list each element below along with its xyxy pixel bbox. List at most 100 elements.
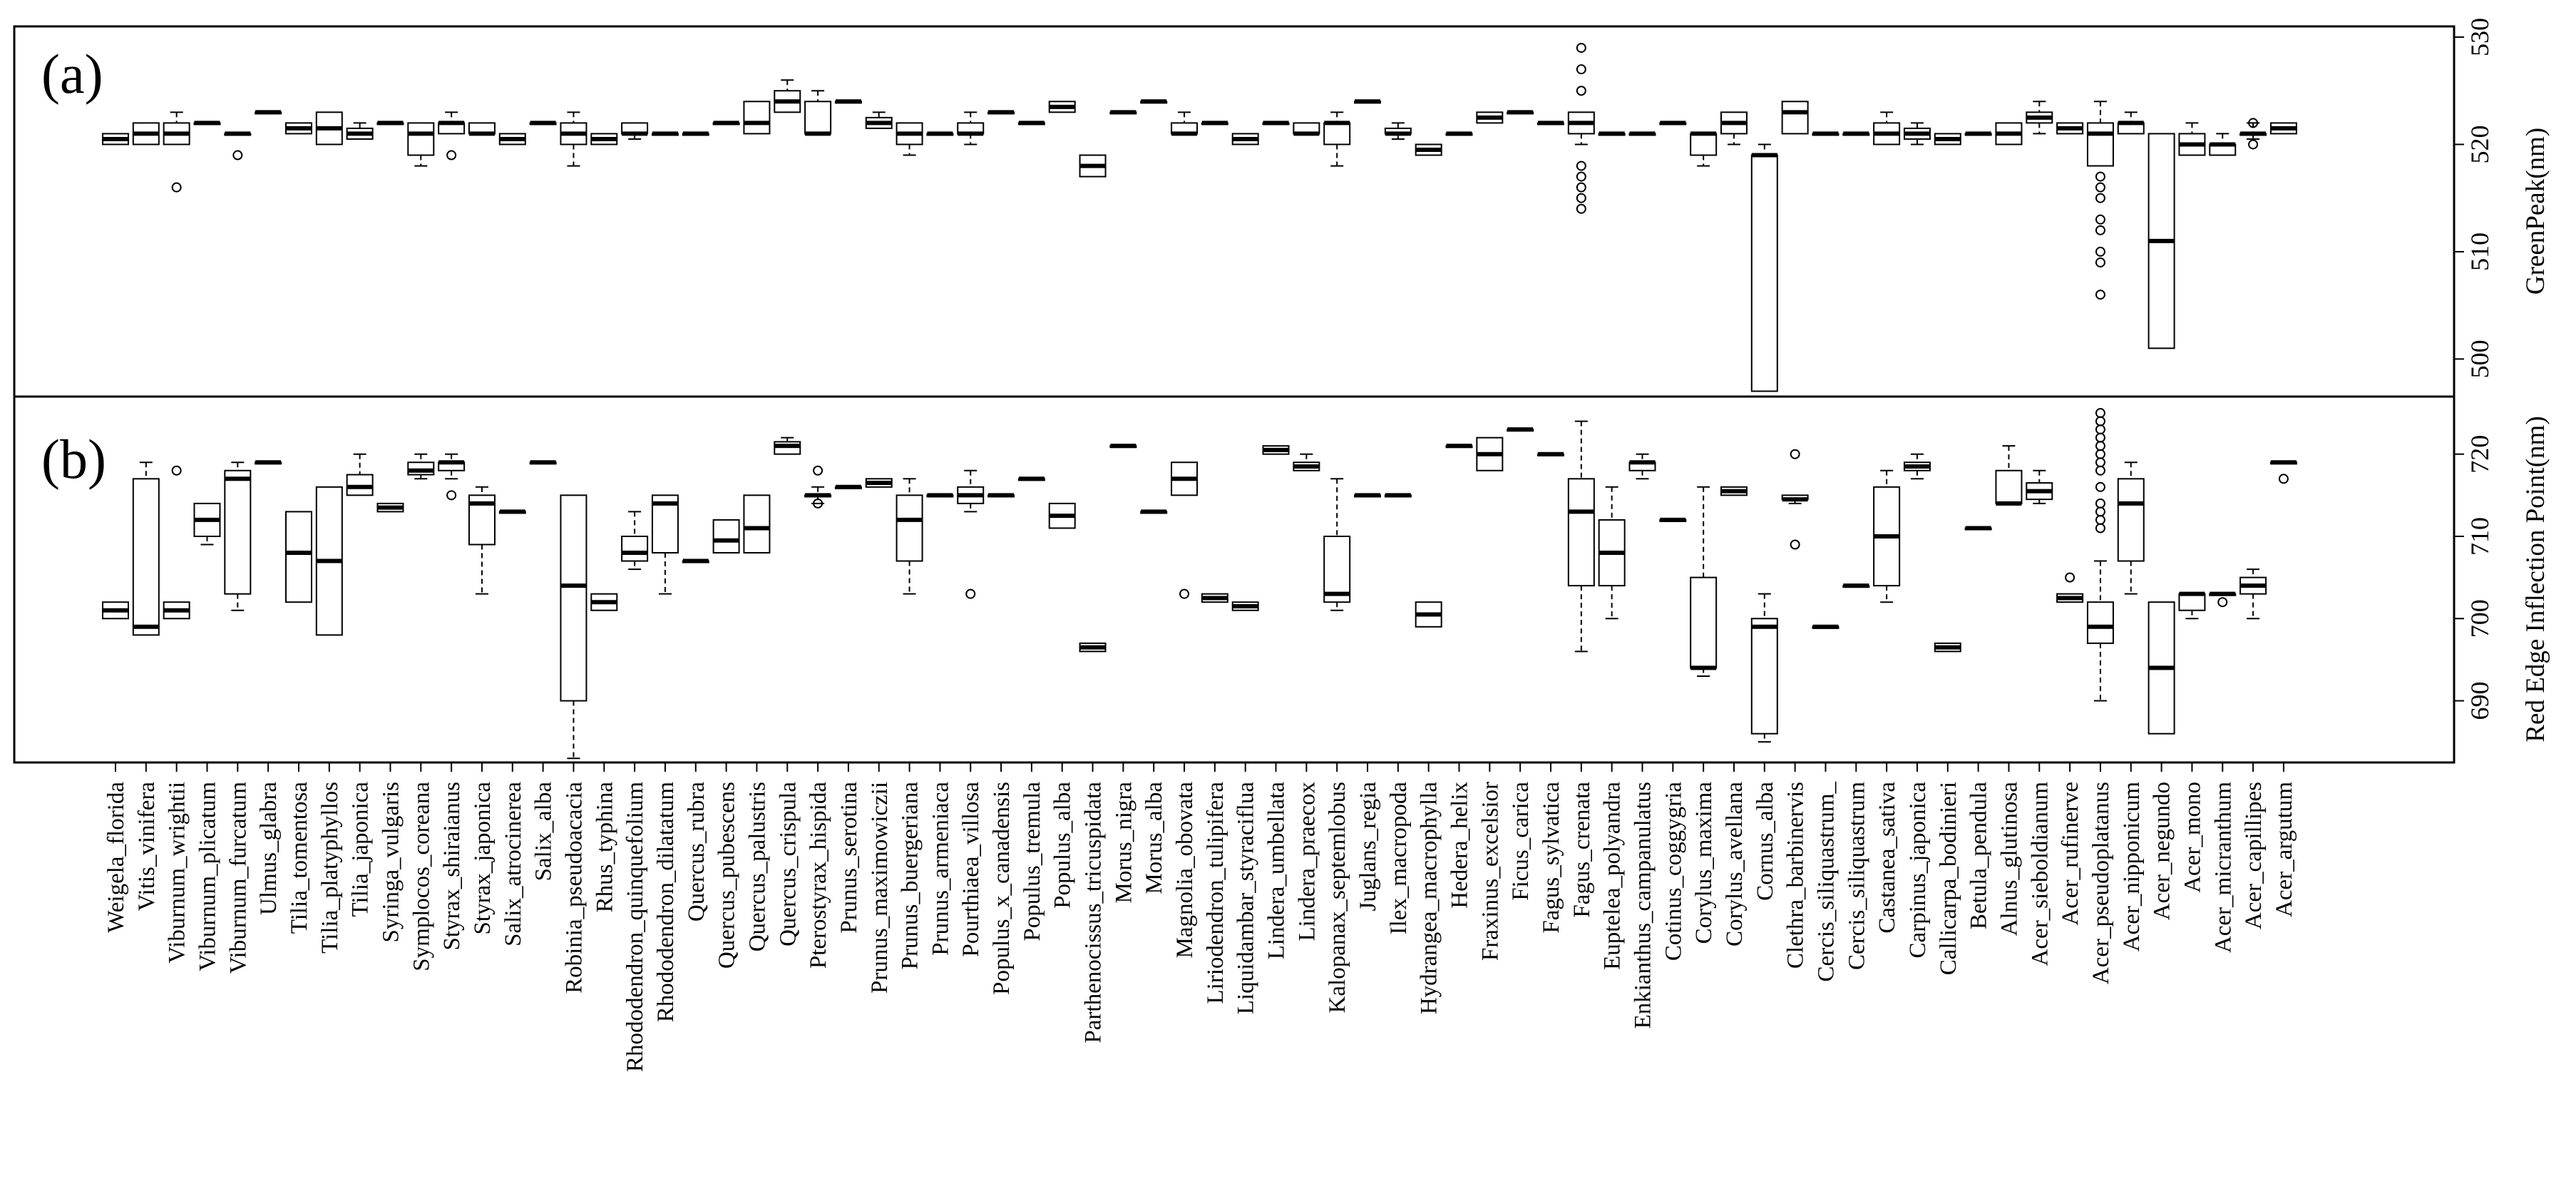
x-tick-label: Quercus_crispula — [775, 782, 801, 946]
box-syringa-vulgaris — [376, 121, 404, 126]
box-betula-pendula — [1964, 131, 1992, 136]
box-quercus-crispula — [774, 79, 801, 113]
panel-a: (a) 500 510 520 530 GreenPeak(nm) — [13, 18, 2550, 398]
box-corylus-avellana — [1720, 111, 1748, 146]
box-tilia-platyphyllos — [315, 111, 343, 146]
x-tick-label: Acer_capillipes — [2241, 782, 2267, 929]
x-tick-label: Pourthiaea_villosa — [958, 782, 984, 957]
x-tick-label: Styrax_shiraianus — [439, 782, 465, 950]
box-symplocos-coreana — [407, 453, 435, 480]
outlier-point — [2095, 225, 2105, 235]
box-prunus-buergeriana — [896, 478, 923, 595]
box-salix-alba — [529, 460, 557, 465]
box-robinia-pseudoacacia — [560, 111, 587, 167]
y-tick-label: 700 — [2465, 599, 2494, 638]
iqr-box — [1690, 133, 1718, 156]
box-prunus-maximowiczii — [865, 478, 893, 488]
outlier-point — [171, 465, 182, 476]
box-lindera-umbellata — [1262, 121, 1290, 126]
x-tick-label: Quercus_palustris — [744, 782, 770, 951]
outlier-point — [1576, 160, 1586, 171]
iqr-box — [1750, 154, 1778, 392]
box-cercis-siliquastrum — [1842, 131, 1870, 136]
box-pourthiaea-villosa — [957, 469, 985, 599]
iqr-box — [560, 494, 587, 702]
box-lindera-praecox — [1293, 122, 1320, 136]
iqr-box — [896, 494, 923, 562]
box-acer-capillipes — [2239, 568, 2267, 620]
x-tick-label: Enkianthus_campanulatus — [1631, 782, 1656, 1029]
x-tick-label: Morus_alba — [1141, 782, 1167, 894]
outlier-point — [446, 490, 457, 501]
x-tick-label: Acer_mono — [2180, 782, 2205, 893]
x-tick-label: Tilia_platyphyllos — [317, 782, 343, 954]
box-quercus-crispula — [774, 437, 801, 455]
outlier-point — [1576, 86, 1586, 96]
box-weigela-florida — [102, 601, 129, 620]
x-tick-label: Lindera_praecox — [1294, 782, 1320, 941]
y-tick-label: 530 — [2465, 18, 2494, 56]
box-populus-tremula — [1017, 121, 1045, 126]
x-tick-label: Prunus_armeniaca — [928, 782, 953, 956]
box-alnus-glutinosa — [1995, 122, 2023, 146]
x-tick-label: Cercis_siliquastrum_ — [1813, 782, 1839, 982]
box-enkianthus-campanulatus — [1628, 453, 1656, 480]
box-prunus-buergeriana — [896, 122, 923, 156]
outlier-point — [2095, 523, 2105, 534]
x-tick-label: Syringa_vulgaris — [378, 782, 404, 942]
x-tick-label: Tilia_tomentosa — [287, 782, 312, 934]
box-carpinus-japonica — [1903, 122, 1931, 146]
x-tick-label: Symplocos_coreana — [409, 782, 434, 971]
panel-a-label: (a) — [41, 43, 103, 105]
box-ficus-carica — [1507, 110, 1534, 115]
x-tick-label: Prunus_buergeriana — [898, 782, 923, 970]
outlier-point — [2095, 481, 2105, 492]
box-quercus-pubescens — [712, 121, 740, 126]
outlier-point — [446, 150, 457, 160]
box-callicarpa-bodinieri — [1934, 642, 1961, 653]
outlier-point — [2095, 290, 2105, 300]
x-tick-label: Acer_sieboldianum — [2027, 782, 2053, 966]
x-tick-label: Salix_atrocinerea — [501, 782, 526, 946]
x-tick-label: Carpinus_japonica — [1905, 782, 1931, 959]
x-tick-label: Quercus_pubescens — [714, 782, 740, 969]
box-morus-nigra — [1109, 444, 1137, 449]
box-enkianthus-campanulatus — [1628, 131, 1656, 136]
box-euptelea-polyandra — [1598, 131, 1626, 136]
box-lindera-praecox — [1293, 453, 1320, 471]
x-tick-label: Viburnum_plicatum — [195, 782, 220, 971]
box-tilia-japonica — [346, 453, 374, 496]
box-rhododendron-dilatatum — [651, 494, 679, 595]
outlier-point — [2065, 572, 2075, 583]
box-populus-x-canadensis — [987, 493, 1015, 498]
box-tilia-japonica — [346, 122, 374, 140]
box-acer-pseudoplatanus — [2086, 408, 2114, 702]
box-acer-nipponicum — [2117, 111, 2145, 135]
box-acer-argutum — [2269, 460, 2297, 484]
outlier-point — [2095, 246, 2105, 257]
x-tick-label: Quercus_rubra — [684, 782, 709, 922]
box-symplocos-coreana — [407, 122, 435, 167]
box-acer-mono — [2178, 122, 2206, 156]
box-vitis-vinifera — [132, 122, 160, 146]
box-ilex-macropoda — [1384, 493, 1412, 498]
box-magnolia-obovata — [1171, 461, 1199, 599]
box-acer-micranthum — [2209, 591, 2237, 608]
x-tick-label: Prunus_serotina — [836, 782, 862, 934]
x-tick-label: Cornus_alba — [1753, 782, 1778, 901]
box-corylus-maxima — [1690, 486, 1718, 677]
box-styrax-shiraianus — [438, 111, 466, 160]
box-tilia-tomentosa — [284, 122, 312, 135]
panel-a-marks — [102, 43, 2297, 392]
x-tick-label: Parthenocissus_tricuspidata — [1081, 782, 1107, 1043]
outlier-point — [2095, 257, 2105, 267]
box-acer-argutum — [2269, 122, 2297, 135]
iqr-box — [1323, 535, 1351, 603]
iqr-box — [2178, 593, 2206, 611]
box-tilia-platyphyllos — [315, 486, 343, 636]
x-axis: Weigela_florida Vitis_vinifera Viburnum_wr… — [103, 762, 2297, 1072]
x-tick-label: Acer_pseudoplatanus — [2088, 782, 2114, 984]
iqr-box — [804, 101, 832, 135]
